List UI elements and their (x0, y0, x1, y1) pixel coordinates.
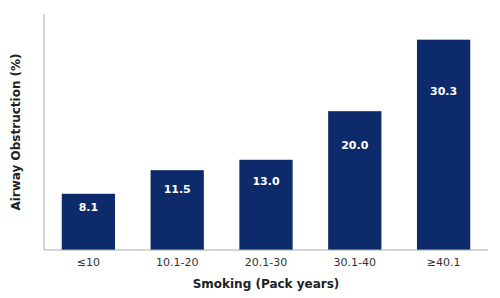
chart: 8.1 11.5 13.0 20.0 30.3 ≤10 10.1-20 20.1-30 30.1… (0, 0, 500, 298)
x-tick-label: ≤10 (77, 256, 100, 269)
data-label: 13.0 (252, 175, 279, 188)
x-axis-label: Smoking (Pack years) (193, 277, 340, 291)
bar (62, 194, 115, 250)
data-label: 30.3 (430, 85, 457, 98)
x-tick-label: 20.1-30 (245, 256, 287, 269)
y-axis-line (44, 14, 45, 250)
data-label: 8.1 (79, 201, 99, 214)
bar (151, 170, 204, 250)
x-tick-label: 10.1-20 (156, 256, 198, 269)
x-axis-line (44, 250, 488, 251)
x-tick-label: 30.1-40 (334, 256, 376, 269)
bar (417, 40, 470, 250)
x-tick-label: ≥40.1 (427, 256, 461, 269)
y-axis-label: Airway Obstruction (%) (9, 53, 23, 210)
bar (239, 160, 292, 250)
data-label: 20.0 (341, 139, 368, 152)
bar (328, 111, 381, 250)
bars (62, 40, 470, 250)
chart-container: 8.1 11.5 13.0 20.0 30.3 ≤10 10.1-20 20.1-30 30.1… (0, 0, 500, 298)
data-label: 11.5 (164, 183, 191, 196)
